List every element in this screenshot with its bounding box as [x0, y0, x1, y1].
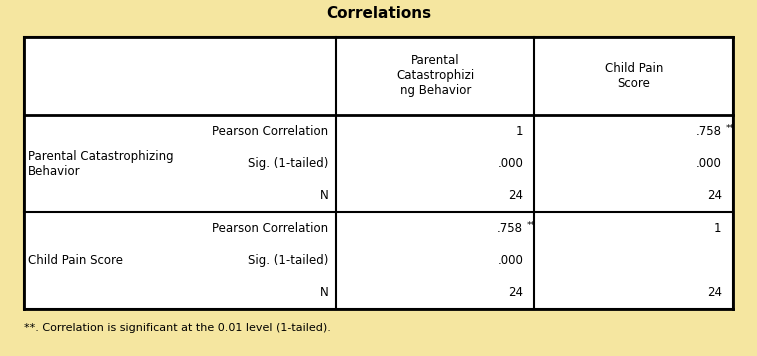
Text: **: ** — [725, 124, 734, 133]
Text: Pearson Correlation: Pearson Correlation — [212, 221, 329, 235]
Text: Pearson Correlation: Pearson Correlation — [212, 125, 329, 138]
Text: **: ** — [527, 221, 536, 230]
Text: 24: 24 — [707, 189, 721, 202]
Text: 24: 24 — [707, 286, 721, 299]
Text: 1: 1 — [516, 125, 523, 138]
Text: **. Correlation is significant at the 0.01 level (1-tailed).: **. Correlation is significant at the 0.… — [24, 323, 331, 333]
Text: N: N — [319, 286, 329, 299]
Text: Sig. (1-tailed): Sig. (1-tailed) — [248, 157, 329, 170]
Text: .758: .758 — [497, 221, 523, 235]
Text: Child Pain
Score: Child Pain Score — [605, 62, 663, 90]
Text: .758: .758 — [696, 125, 721, 138]
Text: 1: 1 — [714, 221, 721, 235]
Text: 24: 24 — [508, 189, 523, 202]
Text: .000: .000 — [497, 157, 523, 170]
Text: 24: 24 — [508, 286, 523, 299]
Text: Sig. (1-tailed): Sig. (1-tailed) — [248, 254, 329, 267]
Text: Child Pain Score: Child Pain Score — [28, 254, 123, 267]
Text: Parental Catastrophizing
Behavior: Parental Catastrophizing Behavior — [28, 150, 173, 178]
Text: N: N — [319, 189, 329, 202]
Text: .000: .000 — [497, 254, 523, 267]
Text: Parental
Catastrophizi
ng Behavior: Parental Catastrophizi ng Behavior — [396, 54, 475, 98]
Bar — [24, 37, 733, 309]
Text: Correlations: Correlations — [326, 6, 431, 21]
Text: .000: .000 — [696, 157, 721, 170]
